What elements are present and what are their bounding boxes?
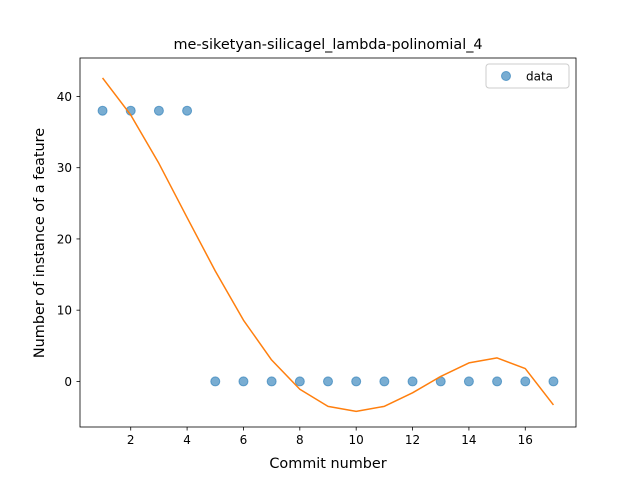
plot-area: [97, 77, 559, 413]
y-tick-label: 40: [57, 90, 72, 104]
fit-line: [101, 77, 555, 413]
data-point: [492, 376, 503, 387]
x-tick-label: 10: [349, 433, 364, 447]
x-axis-label: Commit number: [269, 456, 386, 472]
legend-box: [485, 63, 570, 89]
data-point: [548, 376, 559, 387]
x-tick-label: 14: [461, 433, 476, 447]
x-tick-label: 6: [240, 433, 248, 447]
data-point: [266, 376, 277, 387]
y-axis-label: Number of instance of a feature: [32, 128, 48, 358]
y-tick-label: 10: [57, 304, 72, 318]
x-tick-label: 16: [518, 433, 533, 447]
data-point: [323, 376, 333, 387]
data-point: [407, 376, 418, 387]
axes-frame: [79, 57, 577, 428]
axes: 2 4 6 8 10 12 14 16 0 10 20 30 40: [57, 57, 577, 447]
data-point: [520, 376, 531, 387]
data-point: [97, 105, 108, 116]
y-tick-label: 20: [57, 232, 72, 246]
legend-label: data: [526, 70, 553, 84]
data-point: [153, 105, 164, 116]
x-tick-label: 4: [183, 433, 191, 447]
legend: data: [485, 63, 570, 89]
x-tick-label: 8: [296, 433, 304, 447]
data-point: [182, 105, 193, 116]
chart-title: me-siketyan-silicagel_lambda-polinomial_…: [173, 37, 482, 53]
y-tick-label: 0: [64, 375, 72, 389]
x-tick-label: 2: [127, 433, 135, 447]
data-point: [463, 376, 474, 387]
legend-marker: [501, 71, 511, 81]
data-point: [238, 376, 249, 387]
data-point: [294, 376, 305, 387]
data-point: [351, 376, 362, 387]
data-point: [210, 376, 221, 387]
x-tick-label: 12: [405, 433, 420, 447]
data-point: [379, 376, 390, 387]
y-tick-label: 30: [57, 161, 72, 175]
